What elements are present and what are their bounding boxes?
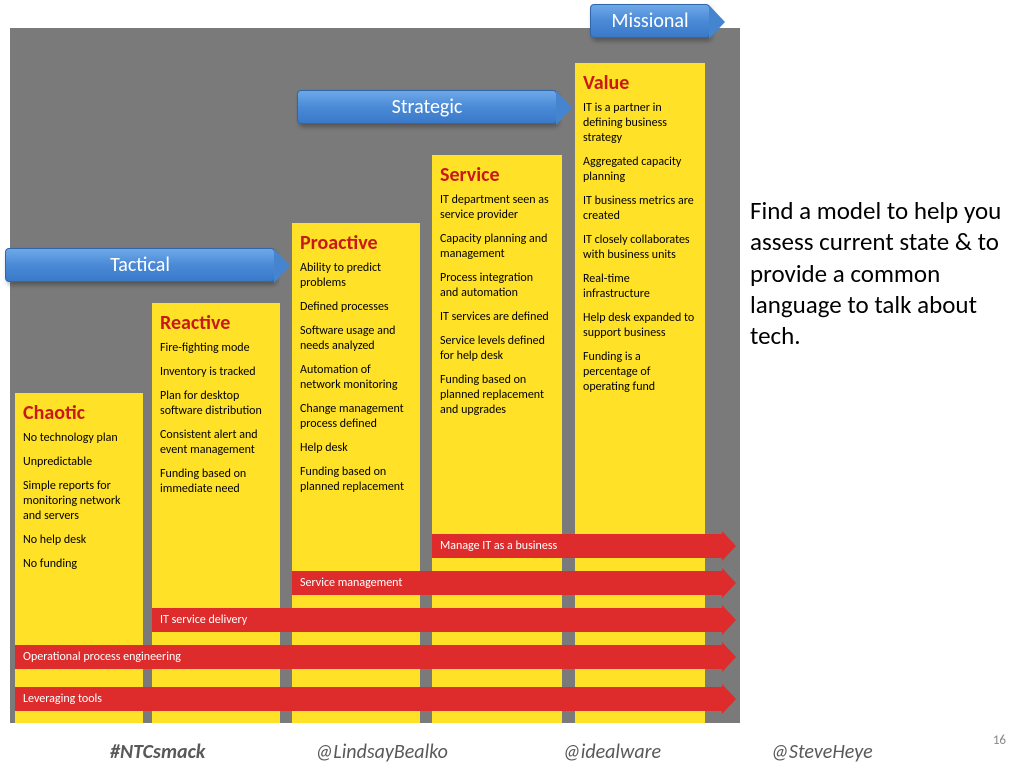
column-item: Funding based on planned replacement — [300, 465, 412, 495]
column-item: IT department seen as service provider — [440, 193, 554, 223]
capability-arrow: Service management — [292, 571, 722, 595]
column-item: Capacity planning and management — [440, 232, 554, 262]
maturity-column: Chaotic No technology plan Unpredictable Si… — [15, 393, 143, 723]
column-item: Fire-fighting mode — [160, 341, 272, 356]
column-item: Change management process defined — [300, 402, 412, 432]
capability-arrow: IT service delivery — [152, 608, 722, 632]
column-item: Process integration and automation — [440, 271, 554, 301]
category-tag: Strategic — [297, 90, 557, 124]
maturity-column: Service IT department seen as service pro… — [432, 155, 562, 723]
column-item: Inventory is tracked — [160, 365, 272, 380]
footer-handle-3: @SteveHeye — [771, 740, 873, 764]
capability-arrow: Leveraging tools — [15, 687, 722, 711]
column-item: Ability to predict problems — [300, 261, 412, 291]
category-tag: Missional — [590, 4, 710, 38]
column-item: Plan for desktop software distribution — [160, 389, 272, 419]
capability-arrow: Manage IT as a business — [432, 534, 722, 558]
column-item: Funding based on planned replacement and… — [440, 373, 554, 418]
column-item: Aggregated capacity planning — [583, 155, 697, 185]
column-item: No funding — [23, 557, 135, 572]
column-item: Funding is a percentage of operating fun… — [583, 350, 697, 395]
side-description: Find a model to help you assess current … — [750, 195, 1015, 351]
footer-hashtag: #NTCsmack — [110, 740, 205, 764]
column-item: Automation of network monitoring — [300, 363, 412, 393]
column-item: Help desk — [300, 441, 412, 456]
column-item: IT closely collaborates with business un… — [583, 233, 697, 263]
maturity-chart: Chaotic No technology plan Unpredictable Si… — [10, 28, 740, 723]
column-item: IT is a partner in defining business str… — [583, 101, 697, 146]
column-item: Help desk expanded to support business — [583, 311, 697, 341]
column-title: Chaotic — [23, 401, 135, 425]
column-item: Real-time infrastructure — [583, 272, 697, 302]
footer: #NTCsmack @LindsayBealko @idealware @Ste… — [0, 740, 1024, 764]
column-item: No help desk — [23, 533, 135, 548]
column-item: No technology plan — [23, 431, 135, 446]
column-title: Value — [583, 71, 697, 95]
column-item: IT services are defined — [440, 310, 554, 325]
column-item: Service levels defined for help desk — [440, 334, 554, 364]
column-title: Service — [440, 163, 554, 187]
column-title: Reactive — [160, 311, 272, 335]
footer-handle-1: @LindsayBealko — [315, 740, 447, 764]
column-item: Defined processes — [300, 300, 412, 315]
category-tag: Tactical — [5, 248, 275, 282]
column-item: Software usage and needs analyzed — [300, 324, 412, 354]
column-item: Simple reports for monitoring network an… — [23, 479, 135, 524]
column-item: Consistent alert and event management — [160, 428, 272, 458]
column-item: Funding based on immediate need — [160, 467, 272, 497]
column-item: Unpredictable — [23, 455, 135, 470]
footer-handle-2: @idealware — [563, 740, 661, 764]
column-item: IT business metrics are created — [583, 194, 697, 224]
column-title: Proactive — [300, 231, 412, 255]
capability-arrow: Operational process engineering — [15, 645, 722, 669]
